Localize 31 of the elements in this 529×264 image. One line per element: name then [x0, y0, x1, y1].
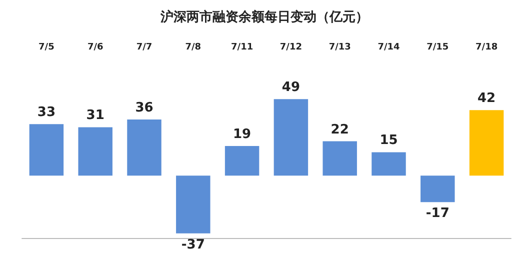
data-label: 22 — [330, 122, 349, 138]
bar — [420, 176, 455, 202]
x-tick-label: 7/13 — [328, 42, 351, 52]
data-label: 42 — [478, 91, 496, 106]
x-tick-label: 7/14 — [378, 42, 400, 52]
data-label: -17 — [426, 206, 450, 222]
x-tick-label: 7/18 — [476, 42, 498, 52]
x-tick-label: 7/6 — [87, 42, 104, 52]
x-tick-label: 7/7 — [136, 42, 152, 52]
bar — [176, 176, 210, 234]
data-label: 36 — [135, 100, 154, 116]
bar — [372, 152, 406, 176]
bar — [78, 127, 112, 176]
x-tick-label: 7/11 — [231, 42, 254, 52]
bar — [469, 110, 504, 176]
x-tick-label: 7/12 — [280, 42, 302, 52]
data-label: 31 — [86, 108, 104, 124]
data-label: -37 — [181, 237, 205, 252]
bar — [322, 141, 357, 176]
data-label: 33 — [37, 105, 56, 120]
data-label: 15 — [380, 133, 398, 148]
bar — [274, 99, 308, 176]
x-tick-label: 7/15 — [426, 42, 449, 52]
bar — [224, 146, 260, 176]
data-label: 19 — [233, 126, 252, 142]
chart-title: 沪深两市融资余额每日变动（亿元） — [160, 9, 368, 25]
bar — [29, 124, 64, 176]
data-label: 49 — [282, 80, 300, 96]
x-tick-label: 7/8 — [185, 42, 202, 52]
x-tick-label: 7/5 — [38, 42, 54, 52]
bar — [127, 119, 162, 176]
